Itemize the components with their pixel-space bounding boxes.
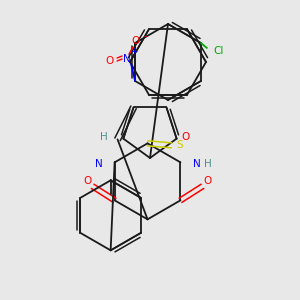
Text: Cl: Cl xyxy=(214,46,224,56)
Text: H: H xyxy=(100,132,107,142)
Text: O: O xyxy=(182,132,190,142)
Text: N: N xyxy=(95,159,103,169)
Text: O: O xyxy=(131,36,139,46)
Text: O: O xyxy=(83,176,92,186)
Text: H: H xyxy=(204,159,211,169)
Text: +: + xyxy=(130,47,138,56)
Text: N: N xyxy=(123,54,131,64)
Text: O: O xyxy=(203,176,211,186)
Text: N: N xyxy=(193,159,200,169)
Text: -: - xyxy=(143,31,147,41)
Text: O: O xyxy=(105,56,113,66)
Text: S: S xyxy=(176,140,183,150)
